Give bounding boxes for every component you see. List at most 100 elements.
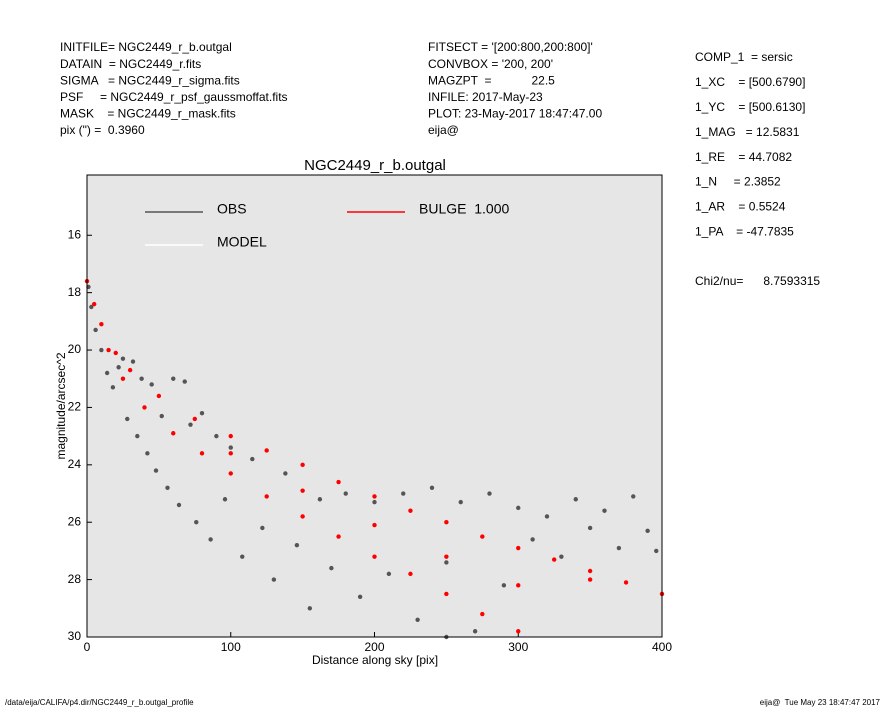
point	[156, 393, 162, 399]
point	[602, 508, 607, 513]
point	[408, 571, 413, 577]
x-tick-label: 300	[508, 640, 528, 654]
point	[199, 410, 205, 416]
point	[260, 525, 265, 531]
point	[127, 367, 133, 373]
point	[300, 488, 305, 493]
point	[480, 611, 485, 617]
legend-label: BULGE 1.000	[419, 201, 509, 217]
point	[194, 520, 199, 525]
y-tick-label: 28	[68, 572, 82, 586]
point	[240, 554, 245, 559]
point	[516, 629, 521, 634]
point	[89, 304, 94, 310]
point	[408, 508, 413, 513]
param-line: 1_MAG = 12.5831	[695, 125, 800, 139]
plot-area	[87, 175, 662, 637]
point	[214, 433, 219, 439]
point	[228, 445, 233, 450]
point	[171, 376, 176, 381]
point	[429, 485, 435, 490]
point	[113, 350, 118, 356]
param-line: 1_PA = -47.7835	[695, 224, 794, 238]
point	[271, 577, 277, 582]
point	[159, 413, 164, 419]
y-tick-label: 20	[68, 342, 82, 356]
header-line: PLOT: 23-May-2017 18:47:47.00	[428, 107, 602, 121]
point	[264, 494, 269, 499]
param-line: COMP_1 = sersic	[695, 50, 793, 64]
point	[386, 571, 392, 577]
point	[516, 505, 521, 511]
point	[401, 491, 406, 496]
y-tick-label: 24	[68, 457, 82, 471]
point	[104, 370, 110, 376]
point	[153, 468, 159, 473]
point	[372, 554, 377, 559]
legend-label: MODEL	[217, 234, 267, 250]
header-line: eija@	[428, 123, 459, 137]
point	[182, 379, 187, 384]
param-line: 1_N = 2.3852	[695, 175, 781, 189]
y-tick-label: 26	[68, 514, 82, 528]
point	[336, 534, 341, 539]
point	[188, 422, 193, 427]
point	[654, 548, 659, 554]
point	[283, 471, 288, 476]
point	[125, 416, 130, 422]
point	[139, 376, 144, 381]
point	[631, 494, 636, 499]
point	[458, 499, 463, 505]
y-axis-label: magnitude/arcsec^2	[54, 352, 68, 459]
point	[228, 471, 233, 476]
point	[444, 560, 449, 565]
legend-label: OBS	[217, 201, 247, 217]
point	[142, 405, 147, 410]
point	[199, 451, 205, 456]
plot-frame	[86, 174, 663, 638]
point	[587, 577, 593, 582]
point	[165, 485, 170, 490]
point	[559, 554, 564, 559]
point	[91, 301, 97, 307]
x-tick-label: 400	[652, 640, 672, 654]
point	[480, 534, 485, 539]
param-line: 1_RE = 44.7082	[695, 150, 792, 164]
point	[516, 545, 521, 551]
header-line: CONVBOX = '200, 200'	[428, 57, 553, 71]
point	[472, 629, 478, 634]
header-line: MAGZPT = 22.5	[428, 73, 555, 87]
point	[587, 568, 593, 574]
point	[120, 376, 126, 381]
point	[501, 583, 507, 588]
point	[300, 462, 305, 468]
y-tick-label: 18	[68, 285, 82, 299]
param-line: 1_YC = [500.6130]	[695, 100, 805, 114]
point	[99, 347, 104, 353]
point	[294, 542, 300, 548]
point	[176, 502, 182, 508]
point	[99, 322, 104, 327]
point	[149, 382, 154, 387]
point	[343, 491, 348, 496]
point	[171, 431, 176, 436]
point	[110, 385, 116, 390]
y-tick-label: 22	[68, 400, 82, 414]
point	[317, 497, 323, 502]
header-line: FITSECT = '[200:800,200:800]'	[428, 40, 593, 54]
point	[487, 491, 492, 496]
point	[329, 565, 334, 571]
point	[587, 525, 593, 531]
chart-title: NGC2449_r_b.outgal	[304, 157, 446, 174]
point	[551, 557, 557, 562]
header-line: pix (") = 0.3960	[60, 123, 145, 137]
point	[336, 479, 341, 485]
point	[444, 591, 449, 597]
point	[444, 520, 449, 525]
chi2: Chi2/nu= 8.7593315	[695, 274, 820, 288]
param-line: 1_AR = 0.5524	[695, 200, 786, 214]
header-line: INFILE: 2017-May-23	[428, 90, 543, 104]
point	[573, 497, 578, 502]
y-tick-label: 16	[68, 227, 82, 241]
